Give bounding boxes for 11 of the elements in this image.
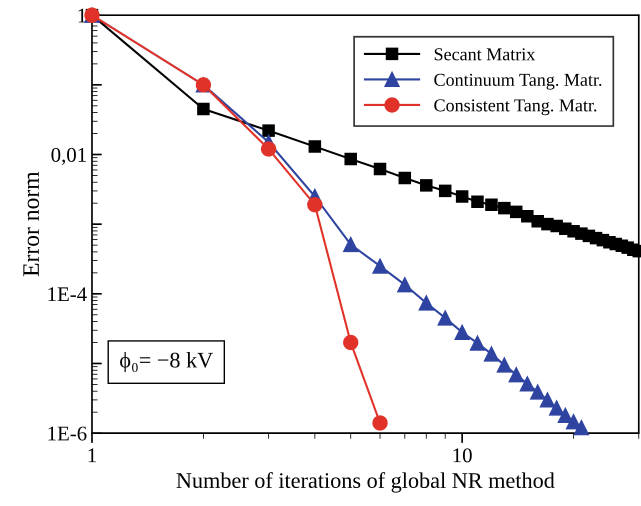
- legend-label: Secant Matrix: [434, 48, 536, 60]
- y-tick-label: 0,01: [51, 148, 86, 165]
- x-tick-label: 10: [454, 448, 472, 462]
- y-tick-label: 1E-4: [48, 287, 87, 302]
- y-axis-title: Error norm: [23, 172, 40, 276]
- annotation: ϕ₀= −8 kV: [120, 352, 213, 372]
- legend-label: Consistent Tang. Matr.: [434, 99, 596, 116]
- legend-label: Continuum Tang. Matr.: [434, 74, 602, 90]
- y-tick-label: 1E-6: [48, 426, 87, 441]
- x-axis-title: Number of iterations of global NR method: [176, 472, 555, 493]
- y-tick-label: 1: [78, 8, 86, 22]
